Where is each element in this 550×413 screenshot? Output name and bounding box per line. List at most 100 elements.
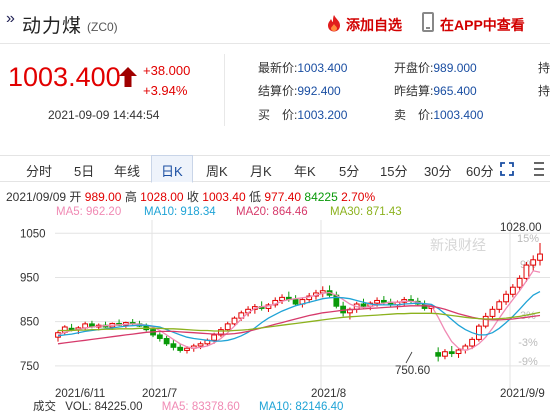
candle-body [156, 334, 163, 339]
y-tick-label: 950 [20, 272, 39, 284]
high-annotation: 1028.00 [500, 222, 542, 234]
expand-icon[interactable] [500, 162, 514, 176]
candle-body [489, 308, 496, 317]
divider [224, 54, 225, 126]
volume-value: VOL: 84225.00 [65, 401, 143, 413]
candle-body [68, 327, 75, 331]
close-value: 1003.40 [202, 190, 246, 204]
candle-body [360, 303, 367, 307]
y-tick-label: 850 [20, 317, 39, 329]
more-icon[interactable] [530, 159, 548, 179]
candle-body [231, 317, 238, 325]
x-label-july: 2021/7 [142, 388, 178, 400]
candle-body [218, 329, 224, 336]
tab-weekly-k[interactable]: 周K [206, 164, 228, 179]
candle-body [224, 323, 231, 331]
candle-body [292, 299, 299, 305]
tab-5day[interactable]: 5日 [74, 164, 95, 179]
last-price: 1003.400 [8, 62, 121, 92]
flame-icon[interactable] [326, 14, 342, 32]
candle-body [523, 264, 530, 279]
candle-body [455, 349, 462, 355]
instrument-name: 动力煤 [22, 16, 83, 37]
candle-body [530, 259, 537, 266]
volume-info: 成交 VOL: 84225.00 MA5: 83378.60 MA10: 821… [33, 398, 343, 413]
tab-5min[interactable]: 5分 [339, 164, 360, 179]
volume-ma5: MA5: 83378.60 [161, 401, 240, 413]
volume-ma10: MA10: 82146.40 [259, 401, 344, 413]
title-bar: » 动力煤 (ZC0) 添加自选 在APP中查看 [0, 0, 550, 44]
tab-intraday[interactable]: 分时 [26, 164, 53, 179]
ma30-label: MA30: 871.43 [330, 206, 402, 218]
high-label: 高 [124, 190, 137, 204]
candle-body [211, 334, 218, 341]
ma-line-ma10 [57, 291, 541, 342]
holding-field-2: 持 [538, 84, 550, 98]
phone-icon[interactable] [422, 12, 434, 32]
ohlc-date: 2021/09/09 [6, 190, 67, 204]
price-change-percent: +3.94% [143, 83, 188, 98]
candle-body [184, 347, 190, 351]
watermark: 新浪财经 [430, 238, 486, 254]
bid-price-field: 买 价:1003.200 [258, 108, 348, 122]
high-value: 1028.00 [140, 190, 184, 204]
volume-label: 成交 [33, 401, 56, 413]
low-value: 977.40 [264, 190, 302, 204]
candle-body [177, 346, 184, 351]
latest-price-field: 最新价:1003.400 [258, 61, 348, 75]
percent-tick-label: -9% [518, 356, 538, 368]
low-annotation: 750.60 [395, 365, 430, 377]
candle-body [442, 351, 448, 357]
tab-yearly-k[interactable]: 年K [294, 164, 316, 179]
percent-tick-label: 15% [517, 233, 539, 245]
ma20-label: MA20: 864.46 [236, 206, 308, 218]
y-tick-label: 1050 [20, 228, 46, 240]
price-change: +38.000 [143, 63, 191, 78]
percent-tick-label: -3% [518, 337, 538, 349]
close-label: 收 [186, 190, 199, 204]
open-label: 开 [69, 190, 82, 204]
candle-body [279, 296, 285, 301]
candle-body [476, 325, 482, 340]
ohlc-percent: 2.70% [341, 190, 376, 204]
up-arrow-icon [119, 67, 137, 87]
y-tick-label: 750 [20, 361, 39, 373]
ma-line-ma5 [57, 270, 541, 352]
view-in-app-button[interactable]: 在APP中查看 [440, 17, 525, 33]
candle-body [537, 253, 543, 261]
tab-monthly-k[interactable]: 月K [250, 164, 272, 179]
add-favorite-button[interactable]: 添加自选 [346, 17, 402, 33]
percent-tick-label: 3% [520, 310, 536, 322]
candle-body [509, 286, 516, 295]
tab-daily-k[interactable]: 日K [151, 155, 193, 183]
settlement-price-field: 结算价:992.400 [258, 84, 341, 98]
open-price-field: 开盘价:989.000 [394, 61, 477, 75]
candle-body [163, 337, 170, 345]
candle-body [380, 299, 387, 303]
open-value: 989.00 [84, 190, 122, 204]
back-icon[interactable]: » [6, 10, 15, 27]
tab-15min[interactable]: 15分 [380, 164, 408, 179]
ohlc-info: 2021/09/09 开 989.00 高 1028.00 收 1003.40 … [6, 188, 375, 205]
candle-body [496, 301, 503, 310]
candle-body [170, 343, 177, 348]
quote-time: 2021-09-09 14:44:54 [48, 108, 160, 122]
x-label-end: 2021/9/9 [500, 388, 545, 400]
candle-body [469, 338, 476, 347]
ma-line-ma20 [57, 305, 541, 345]
kline-chart[interactable]: 1050950850750新浪财经15%9%3%-3%-9%1028.00750… [0, 220, 550, 398]
candle-body [503, 293, 509, 303]
ohlc-volume: 84225 [304, 190, 338, 204]
candle-body [482, 315, 489, 327]
x-label-start: 2021/6/11 [55, 388, 106, 400]
x-label-august: 2021/8 [311, 388, 347, 400]
candle-body [197, 343, 204, 347]
tab-30min[interactable]: 30分 [424, 164, 452, 179]
candle-body [448, 351, 455, 355]
ask-price-field: 卖 价:1003.400 [394, 108, 484, 122]
tab-60min[interactable]: 60分 [466, 164, 494, 179]
candle-body [435, 352, 442, 357]
tab-year-line[interactable]: 年线 [114, 164, 141, 179]
period-tabs: 分时 5日 年线 日K 周K 月K 年K 5分 15分 30分 60分 [0, 155, 550, 183]
holding-field: 持 [538, 61, 550, 75]
